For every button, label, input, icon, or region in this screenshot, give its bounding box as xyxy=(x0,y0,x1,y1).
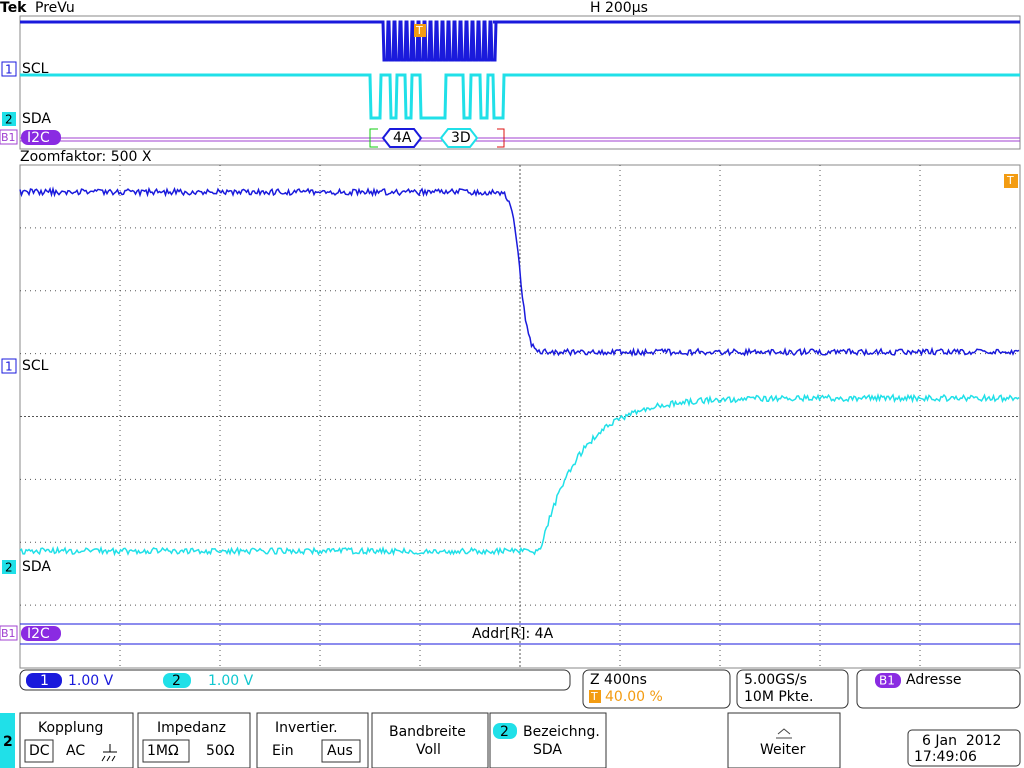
bus-num: B1 xyxy=(879,674,895,688)
ch-scale: 1.00 V xyxy=(208,673,254,689)
menu-button[interactable]: Impedanz 1MΩ 50Ω xyxy=(138,713,250,768)
zoom-title: Zoomfaktor: 500 X xyxy=(20,149,152,165)
mode: PreVu xyxy=(35,0,75,16)
bus-num: B1 xyxy=(1,627,16,640)
menu-button[interactable]: Weiter xyxy=(728,713,840,768)
channel-tab-label: 2 xyxy=(3,734,13,750)
option: Ein xyxy=(272,743,294,759)
grid xyxy=(20,165,1020,668)
ch-label: SDA xyxy=(22,111,51,127)
ch-num: 1 xyxy=(40,673,49,689)
menu-button[interactable]: Invertier. Ein Aus xyxy=(257,713,368,768)
button-frame xyxy=(490,713,606,768)
bus-trigger: Adresse xyxy=(906,672,961,688)
ch-num: 2 xyxy=(5,113,13,127)
menu-button[interactable]: 2 Bezeichng. SDA xyxy=(490,713,606,768)
zoom-scale: Z 400ns xyxy=(590,672,647,688)
button-title: Weiter xyxy=(760,742,806,758)
ch-num: 1 xyxy=(5,63,13,77)
option: AC xyxy=(66,743,85,759)
button-title: Bezeichng. xyxy=(523,724,600,740)
brand: Tek xyxy=(0,0,27,16)
button-frame xyxy=(728,713,840,768)
button-title: Invertier. xyxy=(275,720,338,736)
page: Tek PreVu H 200µs 1 SCL 2 SDA B1 I2C 4A … xyxy=(0,0,1024,768)
decode: Addr[R]: 4A xyxy=(472,626,554,642)
sample-rate: 5.00GS/s xyxy=(744,672,807,688)
button-title: Kopplung xyxy=(38,720,103,736)
scope-screen: Tek PreVu H 200µs 1 SCL 2 SDA B1 I2C 4A … xyxy=(0,0,1024,768)
trigger-marker-label: T xyxy=(415,24,423,37)
ch1-trace xyxy=(20,22,1020,60)
button-title: Impedanz xyxy=(157,720,226,736)
ch-scale: 1.00 V xyxy=(68,673,114,689)
record-length: 10M Pkte. xyxy=(744,689,813,705)
option: DC xyxy=(29,743,50,759)
trigger-marker-label: T xyxy=(1006,174,1014,187)
trigger-marker-label: T xyxy=(590,690,598,703)
bus-label: I2C xyxy=(27,130,50,146)
option: 50Ω xyxy=(206,743,235,759)
button-value: Voll xyxy=(416,742,441,758)
button-title: Bandbreite xyxy=(389,724,466,740)
option: 1MΩ xyxy=(147,743,179,759)
menu-button[interactable]: Kopplung DC AC xyxy=(20,713,133,768)
button-num: 2 xyxy=(500,724,509,740)
trigger-pos: 40.00 % xyxy=(605,689,663,705)
ch-label: SCL xyxy=(22,61,49,77)
ch-label: SCL xyxy=(22,358,49,374)
ch-num: 2 xyxy=(5,561,13,575)
zoom-waves xyxy=(20,189,1019,554)
button-value: SDA xyxy=(533,742,562,758)
date: 6 Jan 2012 xyxy=(922,733,1001,749)
time: 17:49:06 xyxy=(914,749,977,765)
ch-num: 2 xyxy=(172,673,181,689)
packet-label: 4A xyxy=(393,130,412,146)
timebase: H 200µs xyxy=(590,0,648,16)
overview-waves xyxy=(20,22,1020,118)
button-frame xyxy=(372,713,488,768)
bus-label: I2C xyxy=(27,626,50,642)
packet-label: 3D xyxy=(451,130,471,146)
overview-frame xyxy=(20,16,1020,149)
menu-button[interactable]: Bandbreite Voll xyxy=(372,713,488,768)
ch-num: 1 xyxy=(5,360,13,374)
bus-num: B1 xyxy=(1,131,16,144)
option: Aus xyxy=(327,743,353,759)
ch-label: SDA xyxy=(22,559,51,575)
ch2-trace xyxy=(20,75,1020,118)
